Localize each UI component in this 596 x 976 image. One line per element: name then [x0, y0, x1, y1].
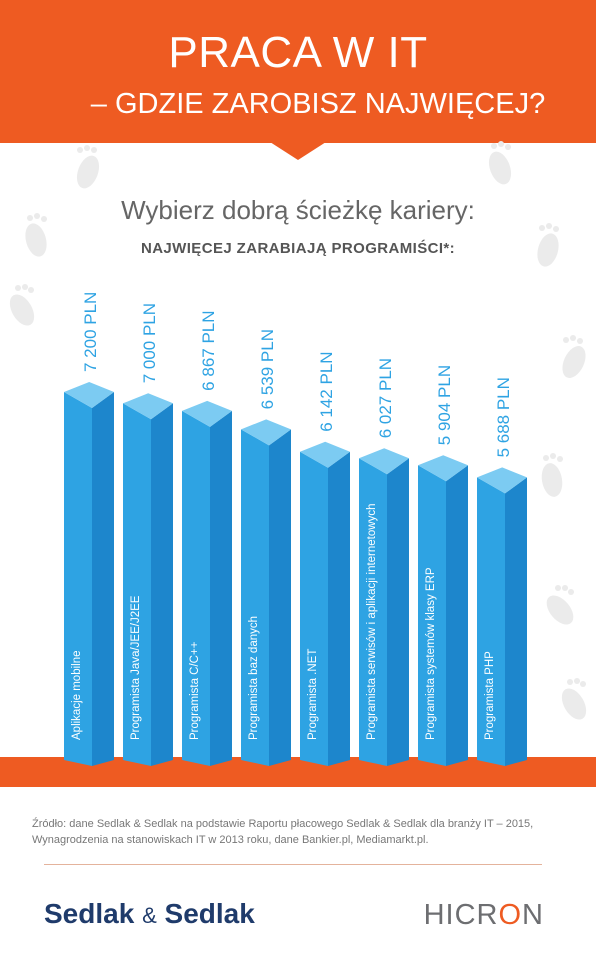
page-subtitle: – GDZIE ZAROBISZ NAJWIĘCEJ?	[90, 88, 546, 120]
page-title: PRACA W IT	[168, 28, 428, 77]
bar	[477, 477, 505, 766]
value-label: 6 539 PLN	[258, 329, 277, 409]
hicron-logo-part: HICR	[423, 899, 499, 931]
bar	[182, 410, 210, 766]
bar-side	[387, 458, 409, 766]
bar	[123, 403, 151, 766]
hicron-logo-part: N	[522, 899, 544, 931]
bar-side	[269, 429, 291, 766]
footprint-icon	[537, 223, 559, 267]
sedlak-logo-part: Sedlak	[164, 898, 255, 929]
bar-side	[210, 410, 232, 766]
bar	[418, 465, 446, 766]
category-label: Programista Java/JEE/J2EE	[130, 595, 142, 740]
bar-top	[123, 393, 173, 420]
lead-subtext: NAJWIĘCEJ ZARABIAJĄ PROGRAMIŚCI*:	[140, 240, 456, 257]
footprint-icon	[546, 585, 574, 625]
bar	[359, 458, 387, 766]
footprint-icon	[76, 145, 100, 189]
value-label: 6 867 PLN	[199, 310, 218, 390]
bar-top	[300, 441, 350, 468]
bar-side	[505, 477, 527, 766]
bar-top	[182, 400, 232, 427]
bar-side	[446, 465, 468, 766]
category-label: Programista C/C++	[189, 641, 201, 740]
bar	[300, 451, 328, 766]
bar-top	[64, 382, 114, 408]
bar-top	[418, 455, 468, 482]
sedlak-logo: Sedlak & Sedlak	[44, 898, 255, 930]
category-label: Programista baz danych	[248, 616, 260, 740]
value-label: 7 200 PLN	[81, 292, 100, 372]
bar-top	[477, 467, 527, 494]
footprint-icon	[9, 284, 35, 326]
footprint-icon	[541, 453, 563, 497]
category-label: Aplikacje mobilne	[71, 651, 83, 741]
hicron-logo: HICRON	[424, 899, 544, 932]
footprint-icon	[488, 141, 512, 185]
bar	[64, 392, 92, 766]
bar-top	[241, 419, 291, 446]
bar-top	[359, 448, 409, 475]
value-label: 7 000 PLN	[140, 303, 159, 383]
lead-text: Wybierz dobrą ścieżkę kariery:	[121, 195, 475, 225]
footprint-icon	[25, 213, 47, 257]
footprint-icon	[562, 335, 586, 378]
bar-side	[328, 451, 350, 766]
value-label: 6 142 PLN	[317, 351, 336, 431]
divider	[44, 864, 542, 865]
bar-side	[151, 403, 173, 766]
hicron-logo-o: O	[498, 899, 523, 931]
value-label: 5 688 PLN	[494, 377, 513, 457]
category-label: Programista .NET	[307, 649, 319, 740]
bar-side	[92, 392, 114, 766]
sedlak-logo-part: Sedlak	[44, 898, 135, 929]
sedlak-logo-amp: &	[142, 903, 157, 928]
category-label: Programista PHP	[484, 651, 496, 740]
value-label: 5 904 PLN	[435, 365, 454, 445]
bar	[241, 429, 269, 766]
source-note: Źródło: dane Sedlak & Sedlak na podstawi…	[32, 818, 534, 846]
category-label: Programista systemów klasy ERP	[425, 567, 437, 740]
footprint-icon	[561, 678, 587, 720]
header-banner: PRACA W IT – GDZIE ZAROBISZ NAJWIĘCEJ?	[0, 0, 596, 143]
header-notch	[270, 142, 326, 160]
category-label: Programista serwisów i aplikacji interne…	[366, 504, 378, 740]
value-label: 6 027 PLN	[376, 358, 395, 438]
